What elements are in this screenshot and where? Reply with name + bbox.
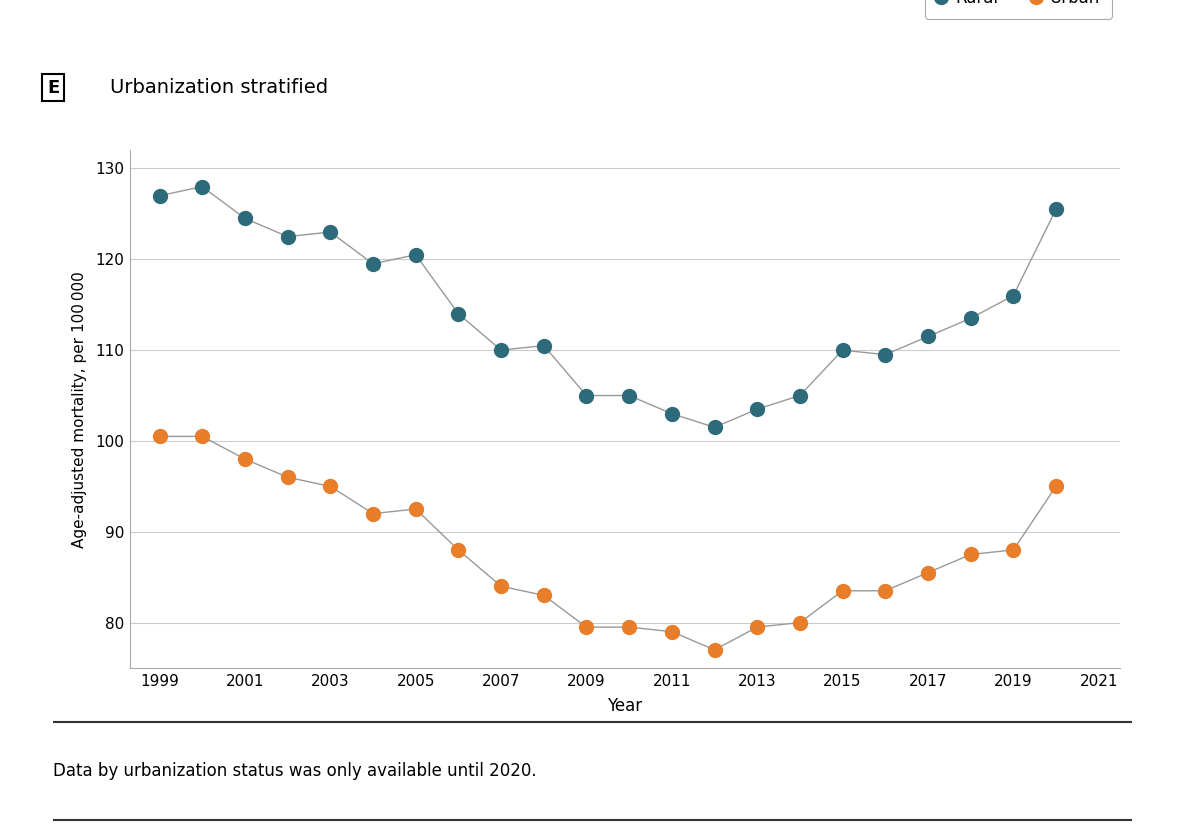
Point: [577, 620, 595, 634]
Point: [876, 348, 895, 362]
Point: [449, 307, 468, 321]
Text: Data by urbanization status was only available until 2020.: Data by urbanization status was only ava…: [53, 762, 536, 780]
Point: [663, 625, 681, 638]
Point: [321, 479, 340, 493]
Point: [449, 544, 468, 557]
Point: [407, 503, 426, 516]
Point: [534, 339, 553, 352]
Point: [918, 566, 937, 579]
Point: [492, 579, 511, 593]
Text: Urbanization stratified: Urbanization stratified: [110, 78, 328, 97]
Point: [961, 311, 980, 325]
Point: [236, 212, 255, 225]
Point: [321, 225, 340, 239]
Point: [534, 589, 553, 602]
Point: [876, 584, 895, 598]
Point: [918, 330, 937, 343]
Point: [236, 453, 255, 466]
Point: [834, 584, 852, 598]
Point: [961, 548, 980, 561]
Point: [193, 180, 212, 194]
Point: [747, 402, 766, 416]
Point: [278, 230, 297, 243]
Point: [834, 343, 852, 357]
Text: E: E: [47, 78, 59, 97]
Point: [1047, 203, 1066, 216]
Point: [363, 257, 382, 271]
Point: [790, 616, 809, 630]
Point: [790, 389, 809, 402]
Point: [747, 620, 766, 634]
Point: [193, 430, 212, 443]
Point: [150, 189, 169, 202]
Point: [407, 248, 426, 261]
Point: [150, 430, 169, 443]
Point: [1003, 544, 1022, 557]
Y-axis label: Age-adjusted mortality, per 100 000: Age-adjusted mortality, per 100 000: [72, 271, 87, 548]
Legend: Rural, Urban: Rural, Urban: [926, 0, 1112, 18]
Point: [1003, 289, 1022, 302]
Point: [278, 471, 297, 484]
X-axis label: Year: Year: [607, 697, 643, 715]
Point: [705, 421, 724, 434]
Point: [620, 389, 639, 402]
Point: [1047, 479, 1066, 493]
Point: [663, 407, 681, 420]
Point: [577, 389, 595, 402]
Point: [492, 343, 511, 357]
Point: [705, 643, 724, 656]
Point: [363, 507, 382, 520]
Point: [620, 620, 639, 634]
